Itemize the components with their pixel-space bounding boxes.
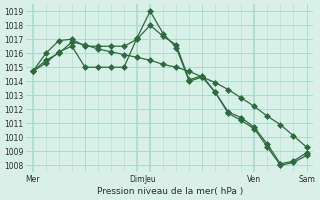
X-axis label: Pression niveau de la mer( hPa ): Pression niveau de la mer( hPa ) [97,187,243,196]
